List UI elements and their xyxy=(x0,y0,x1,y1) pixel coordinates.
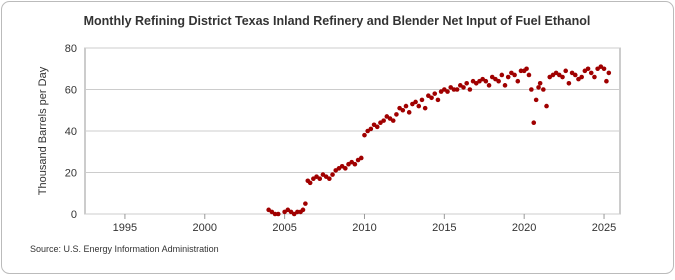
data-point xyxy=(505,74,511,80)
data-point xyxy=(432,91,438,96)
data-point xyxy=(588,70,594,76)
y-tick-label: 60 xyxy=(65,85,77,97)
y-tick-label: 80 xyxy=(65,43,77,55)
data-point xyxy=(572,72,578,78)
data-point xyxy=(536,85,541,90)
data-point xyxy=(403,103,409,109)
data-point xyxy=(541,87,546,92)
data-point xyxy=(499,72,505,78)
data-point xyxy=(606,70,612,76)
data-point xyxy=(531,120,537,125)
x-tick-label: 2025 xyxy=(592,222,616,234)
data-point xyxy=(529,87,534,92)
data-point xyxy=(390,118,396,123)
data-point xyxy=(563,68,569,74)
data-point xyxy=(464,80,469,86)
data-point xyxy=(533,97,539,103)
data-point xyxy=(317,176,323,182)
data-point xyxy=(307,180,313,186)
y-tick-label: 40 xyxy=(65,126,77,138)
data-point xyxy=(579,74,584,80)
data-point xyxy=(343,166,348,171)
data-point xyxy=(429,95,434,101)
data-point xyxy=(515,78,521,84)
data-point xyxy=(406,110,412,115)
data-point xyxy=(435,97,441,103)
x-tick-label: 2015 xyxy=(432,222,456,234)
data-point xyxy=(566,80,572,86)
data-point xyxy=(362,132,367,138)
data-point xyxy=(537,80,543,86)
data-point xyxy=(585,66,591,72)
data-point xyxy=(454,87,460,92)
data-point xyxy=(486,83,492,88)
data-point xyxy=(374,124,380,130)
data-point xyxy=(330,172,335,177)
data-point xyxy=(300,207,306,213)
x-tick-label: 1995 xyxy=(113,222,137,234)
chart-title: Monthly Refining District Texas Inland R… xyxy=(84,14,591,28)
data-point xyxy=(544,103,549,109)
source-note: Source: U.S. Energy Information Administ… xyxy=(30,244,219,254)
data-point xyxy=(524,66,529,72)
y-tick-label: 0 xyxy=(71,209,77,221)
data-point xyxy=(467,87,473,92)
data-point xyxy=(416,103,422,109)
data-point xyxy=(461,85,466,90)
data-point xyxy=(422,105,428,111)
data-point xyxy=(327,176,332,182)
data-point xyxy=(512,72,517,78)
data-point xyxy=(413,99,418,105)
data-point xyxy=(526,72,532,78)
x-tick-label: 2010 xyxy=(352,222,376,234)
data-point xyxy=(419,97,425,103)
data-point xyxy=(368,126,374,132)
data-point xyxy=(394,112,399,117)
data-point xyxy=(381,118,386,123)
data-point xyxy=(303,201,308,206)
y-axis-label: Thousand Barrels per Day xyxy=(37,66,49,195)
data-point xyxy=(483,78,489,84)
data-point xyxy=(295,209,300,215)
data-point xyxy=(518,68,524,74)
data-point xyxy=(445,89,450,94)
y-tick-label: 20 xyxy=(65,168,77,180)
data-point xyxy=(352,161,358,167)
x-tick-label: 2000 xyxy=(193,222,217,234)
data-point xyxy=(592,74,597,80)
x-tick-label: 2020 xyxy=(512,222,536,234)
data-point xyxy=(272,211,278,217)
x-tick-label: 2005 xyxy=(272,222,296,234)
data-point xyxy=(604,78,609,84)
data-point xyxy=(601,66,607,72)
data-point xyxy=(502,83,508,88)
data-point xyxy=(560,74,565,80)
data-point xyxy=(400,107,406,113)
data-point xyxy=(275,211,281,217)
data-point xyxy=(358,155,364,161)
data-point xyxy=(496,78,501,84)
data-point xyxy=(451,87,457,92)
